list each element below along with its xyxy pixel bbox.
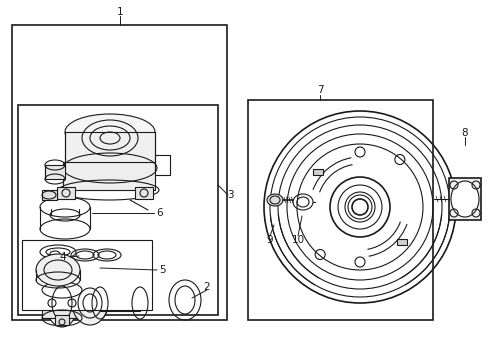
Text: 3: 3 [226,190,233,200]
Ellipse shape [36,254,80,286]
Bar [65,132,155,170]
Text: 7: 7 [316,85,323,95]
Text: 8: 8 [461,128,468,138]
Bar [135,187,153,199]
Text: 9: 9 [266,235,273,245]
Bar [55,315,69,325]
Bar [448,178,480,220]
Bar [63,162,155,190]
Ellipse shape [65,114,155,150]
Bar [57,187,75,199]
Ellipse shape [72,281,108,325]
Bar [42,290,82,318]
Bar [42,190,57,200]
Bar [312,168,322,175]
Text: 6: 6 [156,208,163,218]
Bar [100,295,140,311]
Bar [22,240,152,310]
Ellipse shape [46,279,78,327]
Bar [18,105,218,315]
Bar [12,25,226,320]
Bar [247,100,432,320]
Bar [396,239,407,246]
Text: 4: 4 [60,252,66,262]
Text: 5: 5 [160,265,166,275]
Text: 1: 1 [117,7,123,17]
Text: 2: 2 [203,282,210,292]
Ellipse shape [266,194,283,206]
Bar [45,165,65,179]
Ellipse shape [450,181,478,217]
Text: 10: 10 [291,235,304,245]
